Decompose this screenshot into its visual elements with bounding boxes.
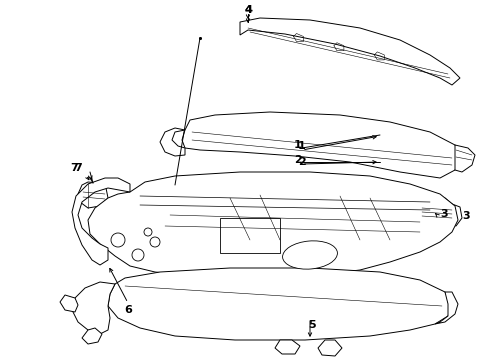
Polygon shape — [240, 18, 460, 85]
Text: 2: 2 — [294, 155, 302, 165]
Polygon shape — [182, 112, 462, 178]
Polygon shape — [108, 268, 452, 340]
Bar — [220, 218, 280, 253]
Polygon shape — [455, 145, 475, 172]
Polygon shape — [60, 295, 78, 312]
Text: 1: 1 — [294, 140, 302, 150]
Polygon shape — [420, 198, 455, 228]
Text: 7: 7 — [70, 163, 78, 173]
Polygon shape — [88, 172, 458, 278]
Ellipse shape — [283, 241, 338, 269]
Polygon shape — [72, 178, 130, 265]
Text: 6: 6 — [124, 305, 132, 315]
Polygon shape — [450, 204, 462, 226]
Polygon shape — [82, 328, 102, 344]
Polygon shape — [78, 182, 108, 208]
Text: 3: 3 — [440, 209, 448, 219]
Text: 7: 7 — [74, 163, 82, 173]
Polygon shape — [160, 128, 185, 156]
Text: 3: 3 — [462, 211, 469, 221]
Polygon shape — [275, 340, 300, 354]
Polygon shape — [435, 292, 458, 324]
Polygon shape — [318, 340, 342, 356]
Polygon shape — [72, 282, 115, 334]
Text: 4: 4 — [244, 5, 252, 15]
Text: 5: 5 — [308, 320, 316, 330]
Text: 4: 4 — [244, 5, 252, 15]
Text: 2: 2 — [298, 157, 306, 167]
Text: 1: 1 — [298, 141, 306, 151]
